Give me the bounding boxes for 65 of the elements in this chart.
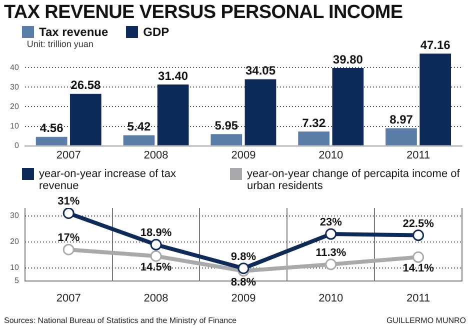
- data-label: 5.95: [214, 118, 238, 132]
- point: [150, 250, 162, 262]
- bar: [298, 131, 330, 146]
- chart-title: TAX REVENUE VERSUS PERSONAL INCOME: [3, 1, 404, 24]
- text: Unit: trillion yuan: [26, 38, 94, 49]
- data-label: 18.9%: [140, 227, 172, 240]
- y-tick-label: 30: [10, 211, 20, 220]
- data-label: 17%: [58, 232, 80, 244]
- bar: [332, 68, 364, 146]
- point: [238, 262, 250, 274]
- x-tick-label: 2007: [56, 149, 81, 162]
- data-label: 9.8%: [230, 250, 256, 263]
- point: [62, 244, 74, 256]
- x-tick-label: 2008: [144, 149, 168, 162]
- x-tick-label: 2009: [231, 149, 256, 162]
- bar: [36, 136, 68, 146]
- point: [62, 208, 74, 219]
- x-tick-label: 2011: [406, 149, 430, 162]
- x-tick-label: 2010: [318, 292, 344, 304]
- data-label: 14.1%: [402, 262, 434, 275]
- data-label: 7.32: [302, 116, 326, 130]
- y-tick-label: 5: [14, 276, 20, 286]
- y-tick-label: 40: [10, 62, 20, 72]
- data-label: 4.56: [40, 121, 64, 136]
- bar: [70, 94, 102, 146]
- y-tick-label: 20: [10, 102, 20, 111]
- legend-label: year-on-year increase of tax revenue: [39, 168, 177, 192]
- point: [325, 258, 337, 270]
- x-tick-label: 2007: [56, 292, 81, 304]
- data-label: 22.5%: [402, 218, 434, 230]
- data-label: 23%: [320, 216, 342, 229]
- text: GUILLERMO MUNRO: [386, 316, 466, 325]
- data-label: 5.42: [127, 120, 151, 134]
- data-label: 31.40: [158, 68, 188, 83]
- bar: [244, 79, 276, 146]
- data-label: 11.3%: [316, 246, 346, 259]
- data-label: 39.80: [332, 52, 364, 66]
- legend-label: year-on-year change of percapita income of urban residents: [247, 168, 461, 192]
- legend-label: GDP: [143, 25, 170, 39]
- point: [325, 228, 337, 240]
- data-label: 26.58: [70, 78, 101, 92]
- y-tick-label: 10: [10, 121, 20, 130]
- point: [412, 251, 424, 263]
- y-tick-label: 0: [14, 141, 20, 150]
- point: [150, 238, 162, 250]
- bar: [420, 54, 452, 146]
- source-note: Sources: National Bureau of Statistics and the Ministry of Finance: [4, 316, 237, 325]
- bar: [210, 134, 242, 146]
- data-label: 47.16: [420, 38, 451, 52]
- x-tick-label: 2010: [318, 149, 344, 162]
- data-label: 14.5%: [140, 262, 172, 274]
- data-label: 31%: [58, 196, 80, 208]
- x-tick-label: 2009: [231, 292, 256, 304]
- legend-label: Tax revenue: [39, 25, 108, 39]
- data-label: 8.97: [390, 112, 414, 127]
- y-tick-label: 10: [10, 263, 20, 272]
- data-label: 34.05: [245, 64, 276, 78]
- y-tick-label: 30: [10, 82, 20, 92]
- x-tick-label: 2011: [406, 292, 430, 304]
- point: [412, 230, 424, 242]
- y-tick-label: 20: [10, 237, 20, 246]
- bar: [157, 84, 189, 146]
- bar: [386, 128, 417, 146]
- bar: [123, 135, 155, 146]
- x-tick-label: 2008: [144, 292, 168, 304]
